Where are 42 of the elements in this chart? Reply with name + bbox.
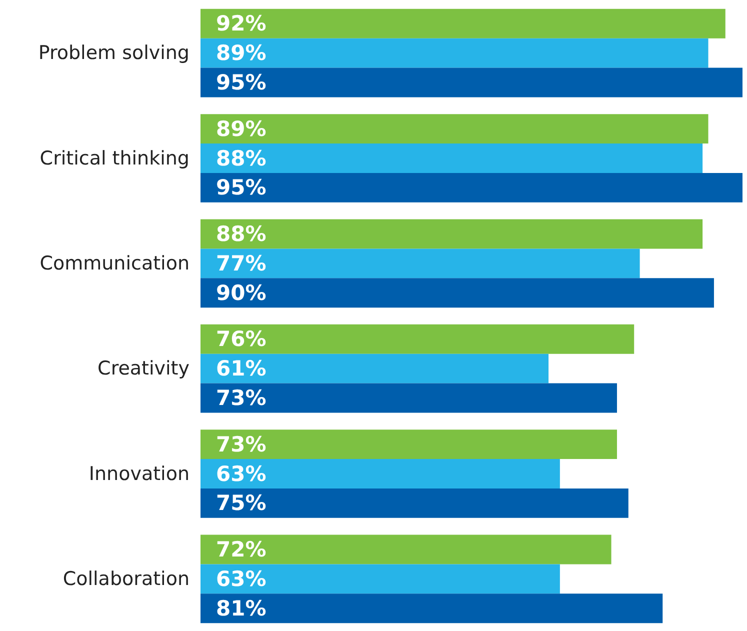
y-tick-label: Critical thinking [40, 147, 190, 170]
bar [200, 459, 560, 488]
bar [200, 354, 549, 384]
bar [200, 324, 634, 354]
bar [200, 534, 612, 564]
y-tick-label: Creativity [98, 358, 190, 380]
bar [200, 172, 742, 202]
data-label: 90% [216, 280, 266, 305]
y-tick-label: Communication [40, 252, 190, 274]
y-tick-label: Innovation [88, 462, 190, 485]
data-label: 92% [216, 12, 266, 36]
bar [200, 8, 726, 38]
data-label: 89% [216, 41, 266, 66]
data-label: 81% [216, 596, 266, 620]
bar [200, 144, 703, 173]
data-label: 63% [216, 566, 266, 591]
bar [200, 248, 640, 278]
bar [200, 114, 708, 144]
bar [200, 68, 742, 98]
data-label: 63% [216, 462, 266, 486]
data-label: 89% [216, 116, 266, 141]
data-label: 61% [216, 356, 266, 381]
data-label: 72% [216, 537, 266, 562]
bar [200, 564, 560, 594]
bar [200, 219, 703, 249]
data-label: 77% [216, 251, 266, 276]
y-tick-label: Collaboration [62, 568, 190, 590]
data-label: 76% [216, 327, 266, 352]
bar [200, 278, 714, 308]
data-label: 75% [216, 491, 266, 516]
data-label: 88% [216, 146, 266, 170]
data-label: 95% [216, 70, 266, 95]
bar [200, 594, 663, 624]
bar [200, 488, 628, 518]
bar [200, 383, 617, 413]
data-label: 73% [216, 386, 266, 410]
bar [200, 38, 708, 68]
data-label: 73% [216, 432, 266, 456]
data-label: 88% [216, 222, 266, 246]
y-tick-label: Problem solving [38, 42, 190, 64]
data-label: 95% [216, 176, 266, 200]
bar [200, 430, 617, 460]
